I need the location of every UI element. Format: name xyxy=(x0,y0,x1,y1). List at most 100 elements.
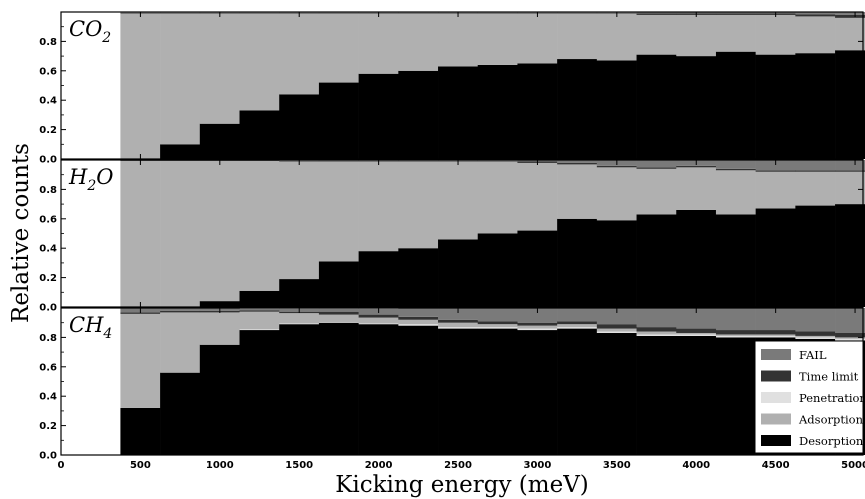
bar-penetration-3000 xyxy=(517,328,558,331)
bar-penetration-3250 xyxy=(557,327,598,329)
bar-desorption-3250 xyxy=(557,59,598,159)
legend-swatch-adsorption xyxy=(761,413,791,425)
bar-time-limit-2000 xyxy=(358,314,399,318)
bar-time-limit-4750 xyxy=(795,14,836,17)
bar-time-limit-1250 xyxy=(239,12,280,14)
bar-desorption-5000 xyxy=(835,50,865,159)
bar-adsorption-4500 xyxy=(755,334,796,336)
panels-group: 0.00.20.40.60.8CO20.00.20.40.60.8H2O0.00… xyxy=(39,11,865,462)
bar-penetration-1750 xyxy=(318,321,359,323)
bar-adsorption-5000 xyxy=(835,337,865,339)
legend-label-penetration: Penetration xyxy=(799,391,865,405)
legend-label-adsorption: Adsorption xyxy=(798,413,864,427)
bar-adsorption-2250 xyxy=(398,161,439,249)
bar-desorption-1750 xyxy=(318,261,359,307)
bar-adsorption-1500 xyxy=(279,313,320,324)
bar-desorption-4000 xyxy=(676,335,717,455)
bar-time-limit-1750 xyxy=(318,311,359,315)
bar-adsorption-3250 xyxy=(557,324,598,328)
bar-adsorption-4000 xyxy=(676,332,717,335)
bar-adsorption-500 xyxy=(120,313,161,408)
bar-time-limit-3000 xyxy=(517,322,558,326)
x-tick-label: 1500 xyxy=(285,460,313,471)
bar-time-limit-4250 xyxy=(715,13,756,15)
bar-fail-3750 xyxy=(636,160,677,168)
y-tick-label: 0.6 xyxy=(39,362,57,373)
y-tick-label: 0.0 xyxy=(39,451,57,462)
legend-swatch-fail xyxy=(761,349,791,360)
bar-adsorption-750 xyxy=(160,312,201,373)
bar-adsorption-2500 xyxy=(438,322,479,328)
x-tick-label: 500 xyxy=(130,460,151,471)
panel-label-main: CH xyxy=(69,313,104,337)
bar-penetration-4750 xyxy=(795,337,836,339)
bar-desorption-4250 xyxy=(715,51,756,159)
x-tick-label: 0 xyxy=(58,460,65,471)
bar-time-limit-3250 xyxy=(557,321,598,325)
legend-label-desorption: Desorption xyxy=(799,434,864,448)
bar-adsorption-4500 xyxy=(755,171,796,209)
panel-1: 0.0 0.2 0.4 0.6 0.8 CO2 xyxy=(39,11,865,166)
bar-adsorption-2500 xyxy=(438,13,479,67)
legend-label-time-limit: Time limit xyxy=(799,370,859,384)
bar-adsorption-3750 xyxy=(636,14,677,55)
bar-adsorption-3750 xyxy=(636,168,677,215)
bar-adsorption-5000 xyxy=(835,171,865,205)
bar-desorption-2500 xyxy=(438,66,479,159)
bar-desorption-1000 xyxy=(199,344,240,455)
panel-3: 0.0 0.2 0.4 0.6 0.8 CH4 xyxy=(39,307,865,462)
bar-desorption-2500 xyxy=(438,239,479,307)
legend: FAIL Time limit Penetration Adsorption Desor… xyxy=(754,340,865,454)
bar-desorption-3750 xyxy=(636,214,677,307)
y-tick-label: 0.8 xyxy=(39,37,57,48)
bar-adsorption-2250 xyxy=(398,13,439,71)
y-tick-label: 0.4 xyxy=(39,244,57,255)
bar-adsorption-4750 xyxy=(795,171,836,206)
bar-adsorption-2750 xyxy=(477,13,518,65)
bar-desorption-4000 xyxy=(676,56,717,159)
bar-penetration-4000 xyxy=(676,334,717,336)
bar-fail-1750 xyxy=(318,308,359,312)
bar-desorption-3000 xyxy=(517,63,558,160)
bar-fail-4500 xyxy=(755,308,796,331)
bar-penetration-2250 xyxy=(398,324,439,326)
bar-desorption-2750 xyxy=(477,64,518,159)
bar-desorption-3250 xyxy=(557,328,598,455)
x-tick-label: 5000 xyxy=(841,460,865,471)
bar-adsorption-3750 xyxy=(636,331,677,335)
bar-penetration-2500 xyxy=(438,327,479,329)
legend-swatch-penetration xyxy=(761,392,791,403)
bar-adsorption-4750 xyxy=(795,335,836,338)
bar-adsorption-2500 xyxy=(438,161,479,240)
x-axis: 0 500 1000 1500 2000 2500 3000 3500 4000 4500 5000 xyxy=(58,460,865,471)
bar-desorption-750 xyxy=(160,372,201,455)
panel-label-subscript: 2 xyxy=(101,30,111,46)
bar-desorption-3750 xyxy=(636,335,677,455)
bar-penetration-4500 xyxy=(755,335,796,338)
bar-time-limit-2250 xyxy=(398,316,439,320)
bar-adsorption-3500 xyxy=(596,13,637,61)
bar-penetration-1250 xyxy=(239,329,280,331)
bar-penetration-2750 xyxy=(477,327,518,329)
bar-desorption-2250 xyxy=(398,325,439,455)
x-tick-label: 4000 xyxy=(682,460,710,471)
bar-time-limit-2500 xyxy=(438,319,479,323)
bar-adsorption-2750 xyxy=(477,324,518,328)
bar-adsorption-2000 xyxy=(358,161,399,252)
bar-desorption-2250 xyxy=(398,70,439,159)
bar-time-limit-5000 xyxy=(835,14,865,18)
bar-desorption-2750 xyxy=(477,233,518,307)
bar-time-limit-1750 xyxy=(318,160,359,162)
bar-fail-4250 xyxy=(715,308,756,331)
bar-time-limit-1250 xyxy=(239,310,280,312)
bar-desorption-4500 xyxy=(755,208,796,307)
bar-desorption-750 xyxy=(160,144,201,159)
bar-time-limit-750 xyxy=(160,12,201,14)
bar-time-limit-3500 xyxy=(596,165,637,168)
bar-time-limit-4250 xyxy=(715,330,756,335)
panel-2: 0.0 0.2 0.4 0.6 0.8 H2O xyxy=(39,159,865,314)
bar-adsorption-1250 xyxy=(239,160,280,291)
bar-adsorption-1750 xyxy=(318,314,359,322)
bar-desorption-4750 xyxy=(795,205,836,307)
y-tick-label: 0.6 xyxy=(39,66,57,77)
